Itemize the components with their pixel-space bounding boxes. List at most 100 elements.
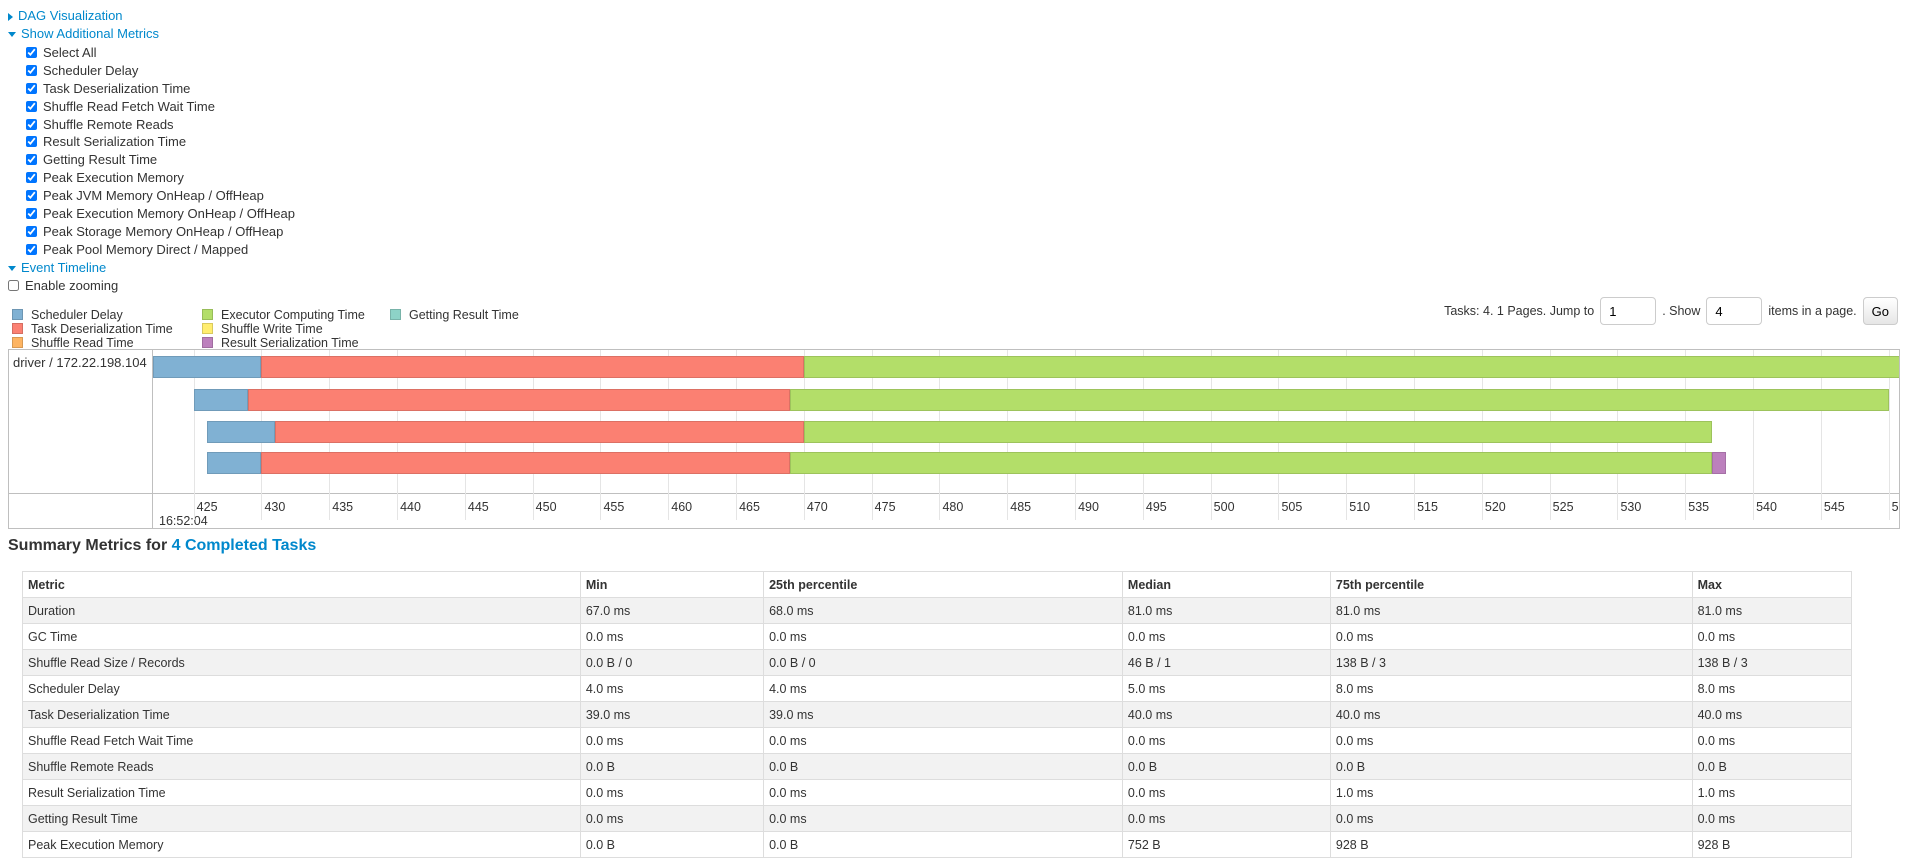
event-timeline: driver / 172.22.198.104 16:52:04 425 430 4… <box>8 349 1900 529</box>
x-tick-label: 465 <box>739 500 760 514</box>
cell-25th-percentile: 0.0 ms <box>763 805 1123 832</box>
metric-checkbox[interactable] <box>26 208 37 220</box>
table-row: Shuffle Remote Reads 0.0 B 0.0 B 0.0 B 0.0 B… <box>22 753 1853 780</box>
metric-checkbox[interactable] <box>26 136 37 148</box>
items-per-page-input[interactable] <box>1706 297 1763 325</box>
cell-median: 0.0 ms <box>1121 623 1331 650</box>
metric-name-cell: GC Time <box>22 623 581 650</box>
legend-swatch <box>12 323 23 334</box>
cell-max: 0.0 ms <box>1691 623 1853 650</box>
x-tick-label: 430 <box>264 500 286 514</box>
metric-checkbox[interactable] <box>26 82 37 94</box>
cell-75th-percentile: 0.0 ms <box>1329 623 1693 650</box>
caret-down-icon <box>8 266 16 272</box>
cell-min: 0.0 B / 0 <box>579 649 765 676</box>
task-4-result-serialization-time-bar[interactable] <box>1712 452 1726 474</box>
metric-checkbox[interactable] <box>26 172 37 184</box>
x-tick-label: 545 <box>1823 500 1845 514</box>
cell-min: 0.0 ms <box>579 805 765 832</box>
task-2-scheduler-delay-bar[interactable] <box>193 389 248 411</box>
column-header-max[interactable]: Max <box>1691 571 1853 598</box>
cell-min: 4.0 ms <box>579 675 765 702</box>
divider <box>152 350 153 528</box>
column-header-metric[interactable]: Metric <box>22 571 581 598</box>
additional-metrics-toggle[interactable]: Show Additional Metrics <box>8 26 159 41</box>
cell-75th-percentile: 8.0 ms <box>1329 675 1693 702</box>
column-header-median[interactable]: Median <box>1121 571 1331 598</box>
metric-checkbox[interactable] <box>26 100 37 112</box>
metric-option-result-serialization-time[interactable]: Result Serialization Time <box>26 133 295 151</box>
cell-median: 0.0 B <box>1121 753 1331 780</box>
metric-option-task-deserialization-time[interactable]: Task Deserialization Time <box>26 80 295 98</box>
metric-checkbox[interactable] <box>26 64 37 76</box>
metric-option-shuffle-remote-reads[interactable]: Shuffle Remote Reads <box>26 116 295 134</box>
x-tick-label: 505 <box>1281 500 1303 514</box>
cell-max: 0.0 ms <box>1691 727 1853 754</box>
column-header-75th-percentile[interactable]: 75th percentile <box>1329 571 1693 598</box>
column-header-25th-percentile[interactable]: 25th percentile <box>763 571 1123 598</box>
table-header-row: Metric Min 25th percentile Median 75th perce… <box>22 571 1853 598</box>
task-4-executor-computing-time-bar[interactable] <box>790 452 1713 474</box>
metric-option-peak-pool-memory-direct-mapped[interactable]: Peak Pool Memory Direct / Mapped <box>26 241 295 259</box>
completed-tasks-link[interactable]: 4 Completed Tasks <box>171 537 317 554</box>
x-tick-label: 515 <box>1417 500 1438 514</box>
legend-swatch <box>12 309 23 320</box>
metric-name-cell: Duration <box>22 597 581 624</box>
metric-name-cell: Result Serialization Time <box>22 779 581 806</box>
cell-max: 81.0 ms <box>1691 597 1853 624</box>
task-3-scheduler-delay-bar[interactable] <box>207 421 276 443</box>
summary-title: Summary Metrics for 4 Completed Tasks <box>8 537 317 554</box>
grid-line <box>1888 350 1890 520</box>
grid-line <box>193 350 195 520</box>
metric-option-shuffle-read-fetch-wait-time[interactable]: Shuffle Read Fetch Wait Time <box>26 98 295 116</box>
metric-option-peak-jvm-memory-onheap-offheap[interactable]: Peak JVM Memory OnHeap / OffHeap <box>26 187 295 205</box>
cell-75th-percentile: 0.0 ms <box>1329 727 1693 754</box>
x-tick-label: 540 <box>1756 500 1777 514</box>
cell-max: 138 B / 3 <box>1691 649 1853 676</box>
metric-option-select-all[interactable]: Select All <box>26 44 295 62</box>
event-timeline-toggle[interactable]: Event Timeline <box>8 260 106 275</box>
cell-75th-percentile: 138 B / 3 <box>1329 649 1693 676</box>
metric-name-cell: Peak Execution Memory <box>22 831 581 858</box>
executor-group-label: driver / 172.22.198.104 <box>13 355 147 370</box>
task-2-executor-computing-time-bar[interactable] <box>790 389 1889 411</box>
axis-line <box>9 493 1899 494</box>
legend-item-shuffle-write-time: Shuffle Write Time <box>202 322 323 336</box>
enable-zooming-checkbox[interactable] <box>8 280 19 291</box>
metric-checkbox[interactable] <box>26 154 37 166</box>
task-3-executor-computing-time-bar[interactable] <box>803 421 1713 443</box>
metric-checkbox[interactable] <box>26 190 37 202</box>
x-tick-label: 490 <box>1078 500 1099 514</box>
dag-visualization-toggle[interactable]: DAG Visualization <box>8 8 123 23</box>
x-tick-label: 485 <box>1010 500 1032 514</box>
cell-25th-percentile: 0.0 B <box>763 753 1123 780</box>
x-tick-label: 450 <box>535 500 557 514</box>
enable-zooming-option[interactable]: Enable zooming <box>8 278 118 293</box>
task-4-task-deserialization-time-bar[interactable] <box>261 452 791 474</box>
metric-checkbox[interactable] <box>26 47 37 58</box>
metric-checkbox[interactable] <box>26 225 37 237</box>
cell-min: 39.0 ms <box>579 701 765 728</box>
metric-option-peak-execution-memory-onheap-offheap[interactable]: Peak Execution Memory OnHeap / OffHeap <box>26 205 295 223</box>
metric-option-getting-result-time[interactable]: Getting Result Time <box>26 151 295 169</box>
table-row: Shuffle Read Fetch Wait Time 0.0 ms 0.0 ms… <box>22 727 1853 754</box>
metric-option-peak-storage-memory-onheap-offheap[interactable]: Peak Storage Memory OnHeap / OffHeap <box>26 223 295 241</box>
task-1-executor-computing-time-bar[interactable] <box>803 356 1899 378</box>
task-1-scheduler-delay-bar[interactable] <box>153 356 262 378</box>
task-1-task-deserialization-time-bar[interactable] <box>261 356 804 378</box>
cell-75th-percentile: 81.0 ms <box>1329 597 1693 624</box>
go-button[interactable]: Go <box>1862 297 1898 325</box>
jump-to-page-input[interactable] <box>1600 297 1657 325</box>
metric-option-scheduler-delay[interactable]: Scheduler Delay <box>26 62 295 80</box>
task-4-scheduler-delay-bar[interactable] <box>207 452 262 474</box>
metric-checkbox[interactable] <box>26 243 37 255</box>
x-tick-label: 525 <box>1552 500 1574 514</box>
cell-25th-percentile: 0.0 ms <box>763 623 1123 650</box>
task-2-task-deserialization-time-bar[interactable] <box>247 389 791 411</box>
task-3-task-deserialization-time-bar[interactable] <box>275 421 804 443</box>
cell-75th-percentile: 0.0 ms <box>1329 805 1693 832</box>
legend-item-executor-computing-time: Executor Computing Time <box>202 308 365 322</box>
metric-option-peak-execution-memory[interactable]: Peak Execution Memory <box>26 169 295 187</box>
column-header-min[interactable]: Min <box>579 571 765 598</box>
metric-checkbox[interactable] <box>26 118 37 130</box>
